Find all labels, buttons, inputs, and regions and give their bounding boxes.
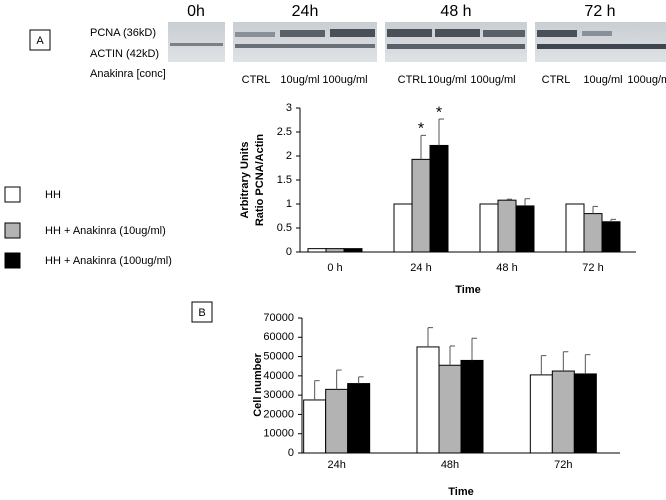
lane-label: 10ug/ml: [427, 74, 466, 86]
lane-label: 100ug/ml: [470, 74, 515, 86]
y-tick-label: 10000: [263, 428, 294, 440]
legend-swatch: [4, 252, 21, 269]
legend-swatch: [4, 186, 21, 203]
lane-label: CTRL: [242, 74, 271, 86]
bar: [529, 374, 553, 454]
legend-label: HH: [45, 189, 61, 201]
lane-label: 10ug/ml: [583, 74, 622, 86]
bar: [347, 383, 371, 454]
y-tick-label: 30000: [263, 389, 294, 401]
bar: [307, 248, 327, 253]
timepoint-label: 48 h: [440, 3, 471, 20]
lane-label: CTRL: [542, 74, 571, 86]
x-tick-label: 72 h: [582, 262, 603, 274]
x-tick-label: 0 h: [327, 262, 342, 274]
bar: [416, 346, 440, 454]
x-tick-label: 24 h: [410, 262, 431, 274]
lane-label: 100ug/ml: [322, 74, 367, 86]
y-tick-label: 2: [286, 150, 292, 162]
bar: [601, 221, 621, 253]
x-axis-label: Time: [448, 486, 473, 498]
bar: [573, 373, 597, 454]
bar: [438, 364, 462, 454]
panel-box: [29, 29, 51, 51]
y-tick-label: 1.5: [277, 174, 292, 186]
bar: [551, 370, 575, 454]
panel-label: A: [36, 35, 44, 47]
y-axis-label: Cell number: [252, 353, 264, 417]
significance-mark: *: [418, 121, 424, 138]
bar: [479, 203, 499, 253]
x-tick-label: 48 h: [496, 262, 517, 274]
significance-mark: *: [436, 104, 442, 121]
timepoint-label: 24h: [292, 3, 319, 20]
y-tick-label: 60000: [263, 331, 294, 343]
bar: [429, 144, 449, 253]
lane-label: 100ug/ml: [627, 74, 666, 86]
condition-label: Anakinra [conc]: [90, 68, 166, 80]
x-tick-label: 72h: [554, 459, 572, 471]
y-tick-label: 50000: [263, 350, 294, 362]
bar: [393, 203, 413, 253]
bar: [325, 388, 349, 454]
y-axis-label: Arbitrary Units: [239, 141, 251, 218]
bar: [497, 199, 517, 253]
timepoint-label: 0h: [187, 3, 205, 20]
legend-label: HH + Anakinra (10ug/ml): [45, 225, 166, 237]
blot-row-label: ACTIN (42kD): [90, 48, 159, 60]
bar: [565, 203, 585, 253]
bar: [325, 248, 345, 253]
y-tick-label: 3: [286, 102, 292, 114]
bar: [515, 205, 535, 253]
y-tick-label: 40000: [263, 370, 294, 382]
bar: [583, 213, 603, 253]
y-axis-label: Ratio PCNA/Actin: [254, 134, 266, 227]
bar: [460, 359, 484, 454]
bar: [411, 158, 431, 253]
panel-box: [191, 301, 213, 323]
y-tick-label: 1: [286, 198, 292, 210]
x-axis-label: Time: [455, 284, 480, 296]
panel-label: B: [198, 307, 205, 319]
legend-swatch: [4, 222, 21, 239]
lane-label: CTRL: [398, 74, 427, 86]
y-tick-label: 70000: [263, 312, 294, 324]
lane-label: 10ug/ml: [280, 74, 319, 86]
bar: [343, 248, 363, 253]
timepoint-label: 72 h: [584, 3, 615, 20]
legend-label: HH + Anakinra (100ug/ml): [45, 255, 172, 267]
blot-images: [168, 22, 666, 62]
y-tick-label: 0: [286, 246, 292, 258]
blot-row-label: PCNA (36kD): [90, 27, 156, 39]
y-tick-label: 20000: [263, 408, 294, 420]
y-tick-label: 2.5: [277, 126, 292, 138]
bar: [303, 399, 327, 454]
y-tick-label: 0.5: [277, 222, 292, 234]
y-tick-label: 0: [288, 447, 294, 459]
x-tick-label: 24h: [327, 459, 345, 471]
x-tick-label: 48h: [441, 459, 459, 471]
